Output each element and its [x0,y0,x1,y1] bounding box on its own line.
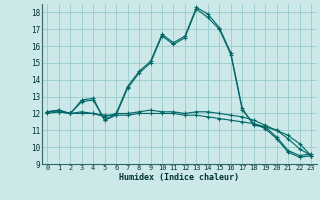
X-axis label: Humidex (Indice chaleur): Humidex (Indice chaleur) [119,173,239,182]
